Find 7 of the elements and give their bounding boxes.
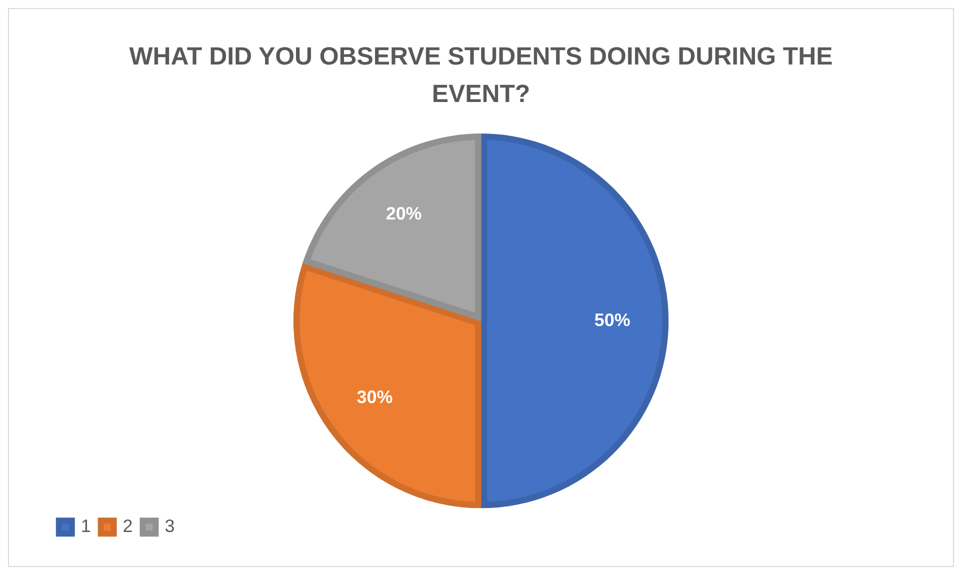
chart-title: WHAT DID YOU OBSERVE STUDENTS DOING DURING THE EVENT? <box>129 42 833 108</box>
data-label: 50% <box>594 310 630 330</box>
legend-label: 3 <box>164 516 175 536</box>
legend-label: 2 <box>122 516 133 536</box>
data-label: 20% <box>386 204 422 224</box>
legend-label: 1 <box>80 516 91 536</box>
data-label: 30% <box>356 386 393 407</box>
